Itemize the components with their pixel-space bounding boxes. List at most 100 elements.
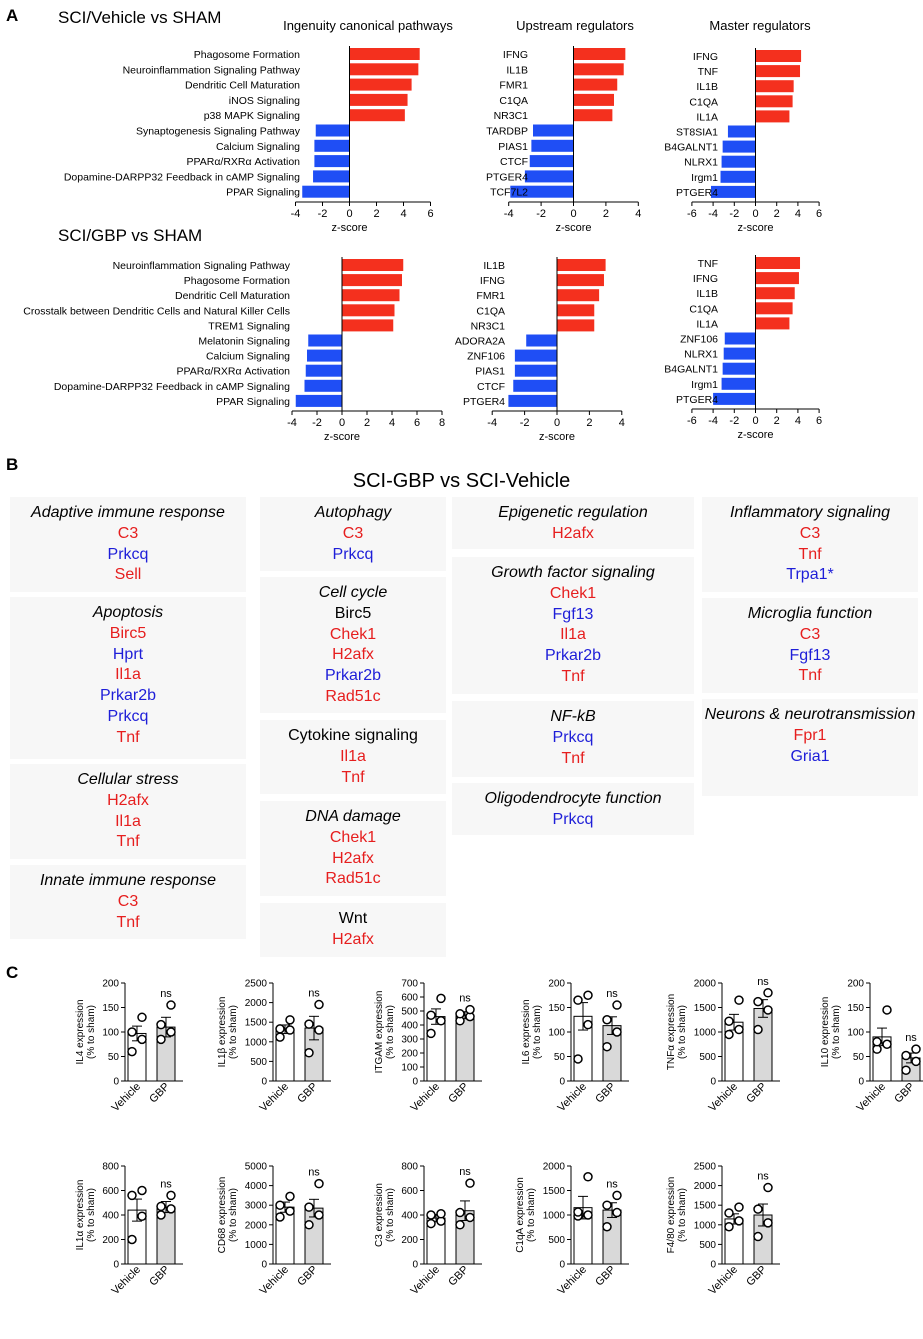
x-category-label: GBP bbox=[446, 1081, 471, 1106]
category-label: PIAS1 bbox=[498, 141, 528, 153]
y-axis-label-line: TNFα expression bbox=[666, 994, 677, 1070]
y-tick-label: 0 bbox=[261, 1260, 267, 1271]
category-label: ST8SIA1 bbox=[676, 127, 718, 139]
gene-label: H2afx bbox=[332, 849, 374, 867]
x-tick-label: -2 bbox=[729, 415, 739, 427]
y-axis-label-line: F4/80 expression bbox=[666, 1177, 677, 1254]
category-label: IL1B bbox=[483, 260, 505, 272]
gene-label: Gria1 bbox=[790, 747, 830, 765]
x-tick-label: 6 bbox=[427, 208, 433, 220]
x-tick-label: 4 bbox=[795, 415, 801, 427]
bar bbox=[342, 304, 395, 317]
bar bbox=[721, 377, 756, 390]
data-point bbox=[583, 1210, 593, 1220]
data-point bbox=[304, 1220, 314, 1230]
data-point bbox=[724, 1029, 734, 1040]
x-tick-label: 2 bbox=[603, 208, 609, 220]
gene-label: H2afx bbox=[552, 524, 594, 542]
data-point bbox=[901, 1050, 911, 1061]
bar bbox=[557, 289, 600, 302]
gene-label: C3 bbox=[117, 892, 139, 910]
x-tick-label: -4 bbox=[504, 208, 514, 220]
data-point bbox=[426, 1218, 436, 1229]
gene-label: Il1a bbox=[115, 812, 141, 830]
y-tick-label: 0 bbox=[710, 1077, 716, 1088]
category-label: IFNG bbox=[503, 49, 528, 61]
y-tick-label: 200 bbox=[847, 979, 864, 990]
y-axis-label-line: ITGAM expression bbox=[374, 991, 385, 1074]
y-axis-label-line: (% to sham) bbox=[86, 1005, 97, 1059]
hbar-chart: IFNG IL1B FMR1 C1QA NR3C1 TARDBP PIAS1 CTCF PTGE… bbox=[486, 46, 641, 234]
data-point bbox=[455, 1220, 465, 1230]
data-point bbox=[275, 1212, 285, 1222]
x-tick-label: -6 bbox=[687, 208, 697, 220]
x-tick-label: -2 bbox=[536, 208, 546, 220]
x-tick-label: 0 bbox=[554, 417, 560, 429]
category-heading: Cytokine signaling bbox=[288, 727, 418, 744]
category-label: C1QA bbox=[476, 305, 505, 317]
category-box: Wnt H2afx bbox=[260, 903, 446, 957]
data-point bbox=[724, 1208, 734, 1218]
significance-label: ns bbox=[757, 1171, 769, 1183]
x-tick-label: 4 bbox=[635, 208, 641, 220]
data-point bbox=[436, 993, 446, 1004]
y-tick-label: 4000 bbox=[245, 1181, 268, 1192]
bar bbox=[557, 259, 606, 271]
gene-label: Prkar2b bbox=[99, 687, 157, 705]
y-tick-label: 50 bbox=[554, 1052, 566, 1063]
dot-bar-chart: 0 100 200 300 400 500 600 700 ITGAM expression(%… bbox=[374, 979, 482, 1114]
y-tick-label: 1000 bbox=[245, 1037, 268, 1048]
data-point bbox=[882, 1039, 892, 1049]
y-tick-label: 3000 bbox=[245, 1201, 268, 1212]
gene-label: C3 bbox=[799, 625, 821, 643]
y-tick-label: 0 bbox=[710, 1260, 716, 1271]
bar bbox=[349, 93, 408, 106]
category-label: Neuroinflammation Signaling Pathway bbox=[113, 260, 291, 272]
category-box: Neurons & neurotransmission Fpr1 Gria1 bbox=[702, 699, 918, 796]
bar bbox=[710, 185, 756, 198]
gene-label: Chek1 bbox=[549, 584, 597, 602]
data-point bbox=[314, 1025, 324, 1035]
x-tick-label: 2 bbox=[364, 417, 370, 429]
gene-label: Il1a bbox=[560, 626, 586, 644]
data-point bbox=[304, 1202, 314, 1212]
data-point bbox=[465, 1178, 475, 1188]
bar bbox=[313, 170, 350, 183]
data-point bbox=[426, 1028, 436, 1039]
category-label: Calcium Signaling bbox=[206, 351, 290, 363]
data-point bbox=[455, 1207, 465, 1218]
data-point bbox=[734, 995, 744, 1005]
category-label: PPARα/RXRα Activation bbox=[187, 156, 301, 168]
y-tick-label: 5000 bbox=[245, 1162, 268, 1173]
category-label: C1QA bbox=[689, 96, 718, 108]
data-point bbox=[612, 1027, 622, 1037]
bar bbox=[755, 65, 801, 78]
data-point bbox=[763, 1005, 773, 1015]
data-point bbox=[314, 1178, 324, 1189]
category-box: Innate immune response C3 Tnf bbox=[10, 865, 246, 939]
data-point bbox=[612, 1207, 622, 1218]
category-box: NF-kB Prkcq Tnf bbox=[452, 701, 694, 777]
data-point bbox=[583, 990, 593, 1000]
data-point bbox=[465, 1004, 475, 1015]
category-label: Melatonin Signaling bbox=[198, 336, 290, 348]
bar bbox=[557, 274, 604, 287]
category-heading: Cellular stress bbox=[77, 771, 179, 788]
gene-label: Birc5 bbox=[109, 624, 147, 642]
column-title-master: Master regulators bbox=[709, 18, 811, 33]
gene-label: Prkcq bbox=[107, 707, 149, 725]
bar bbox=[342, 319, 394, 332]
category-label: TCF7L2 bbox=[490, 187, 528, 199]
hbar-chart: IFNG TNF IL1B C1QA IL1A ST8SIA1 B4GALNT1 NLRX1 I… bbox=[664, 48, 822, 234]
x-axis-label: z-score bbox=[555, 222, 591, 234]
gene-label: Fpr1 bbox=[793, 726, 827, 744]
bar bbox=[513, 379, 557, 392]
x-tick-label: -2 bbox=[520, 417, 530, 429]
y-tick-label: 200 bbox=[102, 979, 119, 990]
x-category-label: GBP bbox=[147, 1081, 172, 1106]
data-point bbox=[304, 1048, 314, 1058]
y-axis-label-line: C1qA expression bbox=[515, 1177, 526, 1253]
y-axis-label: TNFα expression(% to sham) bbox=[666, 994, 688, 1070]
y-tick-label: 700 bbox=[401, 979, 418, 990]
